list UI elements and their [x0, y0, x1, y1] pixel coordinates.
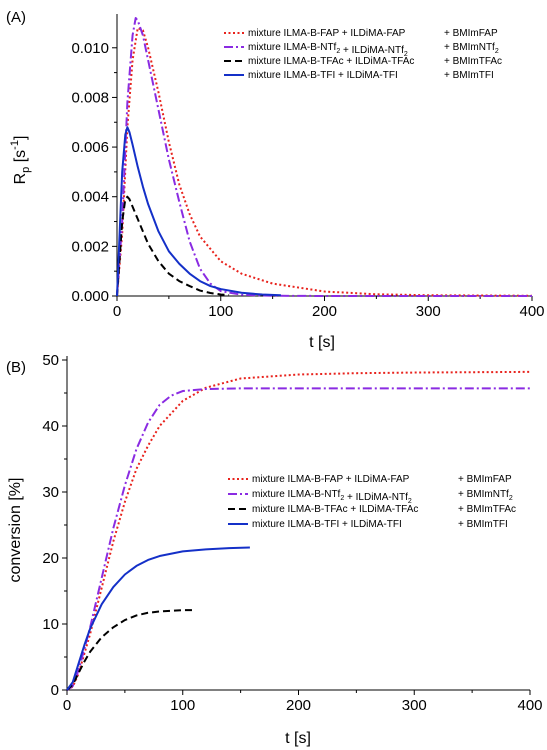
panel-b-legend-label-tail: + BMImFAP: [458, 474, 512, 485]
panel-b-legend-label-tail: + BMImNTf2: [458, 489, 513, 502]
panel-b-legend-label: mixture ILMA-B-NTf2 + ILDiMA-NTf2: [252, 489, 412, 505]
panel-a-legend-label: mixture ILMA-B-TFI + ILDiMA-TFI: [248, 70, 398, 81]
panel-b-y-tick-label: 0: [51, 682, 59, 699]
panel-a-y-tick-label: 0.002: [71, 238, 109, 255]
panel-b-x-tick-label: 200: [286, 697, 311, 714]
panel-a-series-3-line: [116, 195, 230, 297]
panel-b-x-tick-label: 300: [402, 697, 427, 714]
panel-b-legend-label-tail: + BMImTFI: [458, 519, 508, 530]
panel-b: (B) conversion [%] t [s] 0 100 200 300 400 0 1…: [6, 352, 543, 747]
panel-b-x-tick-label: 0: [63, 697, 71, 714]
panel-a-legend-label: mixture ILMA-B-FAP + ILDiMA-FAP: [248, 28, 406, 39]
panel-a-label: (A): [6, 9, 26, 26]
panel-b-legend-label-tail: + BMImTFAc: [458, 504, 516, 515]
panel-a-series-1-line: [116, 26, 533, 297]
panel-a-legend-label: mixture ILMA-B-TFAc + ILDiMA-TFAc: [248, 56, 414, 67]
panel-b-series-4-line: [66, 546, 250, 691]
panel-a-legend-label-tail: + BMImTFI: [444, 70, 494, 81]
panel-a-legend-label-tail: + BMImTFAc: [444, 56, 502, 67]
panel-a-y-tick-label: 0.000: [71, 288, 109, 305]
panel-b-legend-label: mixture ILMA-B-TFI + ILDiMA-TFI: [252, 519, 402, 530]
panel-a-x-tick-label: 400: [519, 303, 544, 320]
panel-a: (A) Rp [s-1] t [s] 0 100 200 300 400 0.000 0.0…: [6, 9, 545, 351]
panel-a-y-tick-label: 0.006: [71, 139, 109, 156]
panel-b-y-axis-label: conversion [%]: [7, 478, 24, 583]
panel-a-y-tick-label: 0.010: [71, 40, 109, 57]
panel-b-y-tick-label: 20: [42, 550, 59, 567]
panel-a-y-tick-label: 0.008: [71, 89, 109, 106]
panel-b-label: (B): [6, 359, 26, 376]
panel-b-y-tick-label: 50: [42, 352, 59, 369]
panel-a-legend-label-tail: + BMImNTf2: [444, 42, 499, 55]
panel-b-y-tick-label: 40: [42, 418, 59, 435]
panel-a-x-tick-label: 200: [312, 303, 337, 320]
panel-a-y-axis-label: Rp [s-1]: [9, 136, 32, 185]
panel-a-x-tick-label: 100: [208, 303, 233, 320]
panel-a-x-axis-label: t [s]: [309, 334, 335, 351]
panel-b-x-tick-label: 100: [170, 697, 195, 714]
panel-b-y-tick-label: 10: [42, 616, 59, 633]
panel-b-series-1-line: [66, 370, 531, 691]
panel-a-y-tick-label: 0.004: [71, 189, 109, 206]
panel-b-series-3-line: [66, 609, 193, 691]
panel-b-legend-label: mixture ILMA-B-TFAc + ILDiMA-TFAc: [252, 504, 418, 515]
panel-a-legend-label-tail: + BMImFAP: [444, 28, 498, 39]
panel-b-x-axis-label: t [s]: [285, 730, 311, 747]
panel-a-x-tick-label: 0: [113, 303, 121, 320]
panel-b-series-2-line: [66, 387, 530, 691]
panel-a-x-tick-label: 300: [416, 303, 441, 320]
panel-a-series-4-line: [116, 126, 281, 297]
panel-a-series-2-line: [116, 17, 532, 297]
panel-b-y-tick-label: 30: [42, 484, 59, 501]
panel-b-x-tick-label: 400: [517, 697, 542, 714]
panel-b-legend-label: mixture ILMA-B-FAP + ILDiMA-FAP: [252, 474, 410, 485]
panel-a-legend-label: mixture ILMA-B-NTf2 + ILDiMA-NTf2: [248, 42, 408, 58]
